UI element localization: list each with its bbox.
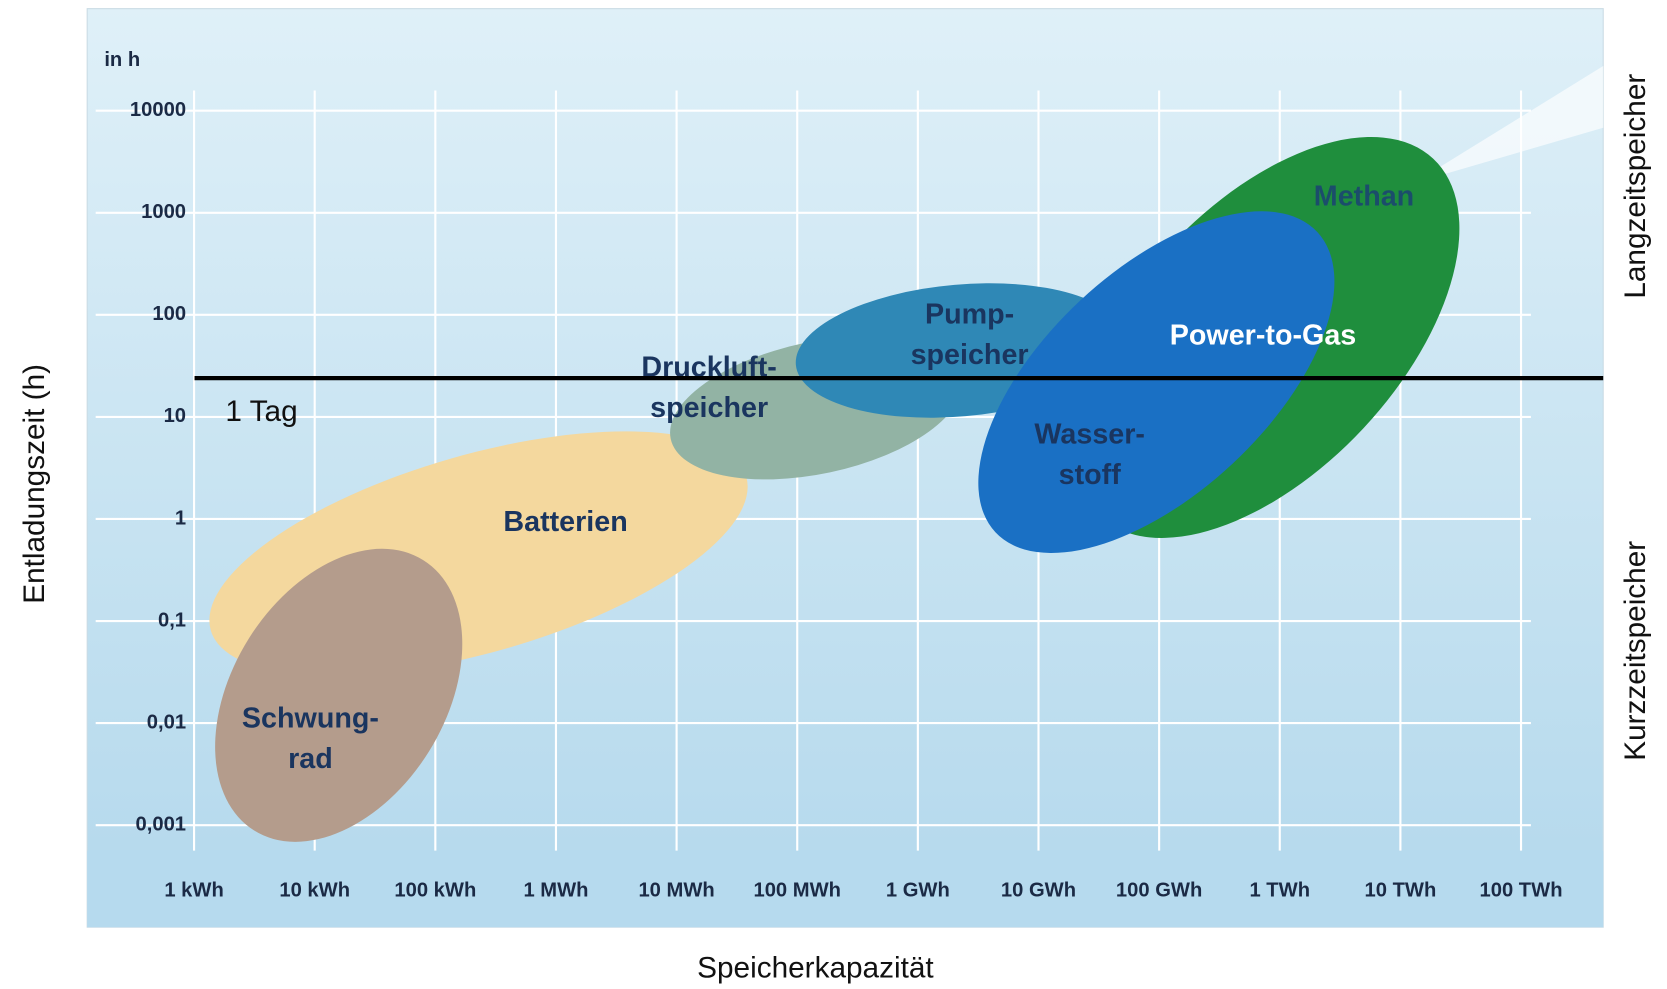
region-label: Power-to-Gas [1170,320,1357,352]
region-label: stoff [1059,459,1122,491]
region-label: Methan [1314,180,1414,212]
x-tick-label: 100 TWh [1480,879,1563,901]
region [215,548,463,842]
side-label: Langzeitspeicher [1619,74,1652,299]
light-wedge [1413,66,1604,184]
region-label: Wasser- [1034,419,1145,451]
region-label: Batterien [503,506,627,538]
x-tick-label: 1 MWh [523,879,588,901]
region-label: rad [288,743,333,775]
y-tick-label: 10000 [130,99,186,121]
y-axis-label: Entladungszeit (h) [18,364,51,604]
x-tick-label: 1 TWh [1249,879,1310,901]
x-tick-label: 1 GWh [886,879,950,901]
y-tick-label: 100 [152,303,186,325]
x-tick-label: 10 TWh [1365,879,1437,901]
side-label: Kurzzeitspeicher [1619,541,1652,761]
x-tick-label: 1 kWh [164,879,223,901]
unit-label: in h [104,49,140,71]
regions [209,136,1460,842]
y-tick-label: 10 [164,405,186,427]
x-axis-label: Speicherkapazität [697,952,934,985]
x-tick-label: 10 GWh [1001,879,1076,901]
y-tick-label: 0,1 [158,609,186,631]
y-tick-label: 0,01 [147,711,186,733]
y-tick-label: 1 [175,507,186,529]
x-tick-label: 100 GWh [1116,879,1202,901]
x-tick-label: 100 kWh [394,879,476,901]
region-label: speicher [911,339,1029,371]
region-label: Pump- [925,298,1014,330]
region [978,211,1335,553]
x-tick-label: 10 MWh [638,879,714,901]
labels: BatterienSchwung-radDruckluft-speicherPu… [242,180,1414,774]
x-tick-label: 100 MWh [753,879,841,901]
y-tick-label: 0,001 [136,813,187,835]
region-label: speicher [650,392,768,424]
reference-label: 1 Tag [225,395,297,428]
x-tick-label: 10 kWh [279,879,350,901]
axis-band [87,850,1604,928]
y-tick-label: 1000 [141,201,186,223]
region-label: Schwung- [242,702,379,734]
